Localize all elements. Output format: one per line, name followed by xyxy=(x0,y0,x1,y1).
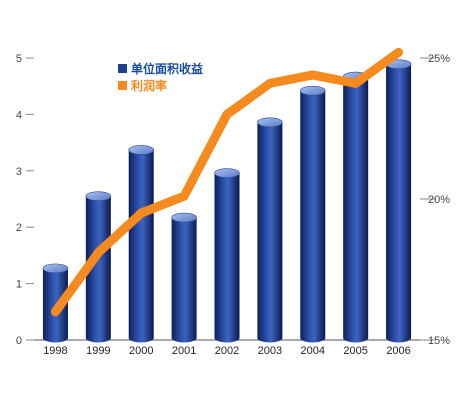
bar-top xyxy=(172,213,197,222)
bar-top xyxy=(257,118,282,127)
legend-swatch-line xyxy=(118,81,127,90)
bar xyxy=(172,213,197,342)
x-tick-label: 2003 xyxy=(258,345,282,357)
legend-label-bars: 单位面积收益 xyxy=(131,61,203,76)
left-tick-label: 1 xyxy=(16,279,22,291)
x-tick-label: 1998 xyxy=(43,345,67,357)
bars xyxy=(43,60,411,343)
x-tick-label: 2006 xyxy=(386,345,410,357)
legend-label-line: 利润率 xyxy=(131,78,167,93)
bar-top xyxy=(300,86,325,95)
left-tick-label: 2 xyxy=(16,222,22,234)
right-tick-label: 20% xyxy=(428,194,450,206)
bar-top xyxy=(43,264,68,273)
bar-top xyxy=(86,192,111,201)
bar-top xyxy=(129,145,154,154)
left-tick-label: 0 xyxy=(16,335,22,347)
x-tick-label: 1999 xyxy=(86,345,110,357)
bar xyxy=(129,145,154,342)
bar-body xyxy=(172,218,197,343)
x-tick-label: 2000 xyxy=(129,345,153,357)
bar-body xyxy=(129,150,154,343)
right-tick-label: 25% xyxy=(428,53,450,65)
bar-body xyxy=(300,91,325,343)
left-tick-label: 5 xyxy=(16,53,22,65)
bar xyxy=(257,118,282,343)
legend-swatch-bars xyxy=(118,64,127,73)
x-tick-label: 2001 xyxy=(172,345,196,357)
left-tick-label: 4 xyxy=(16,109,22,121)
bar xyxy=(215,169,240,343)
x-tick-label: 2005 xyxy=(343,345,367,357)
bar-body xyxy=(343,77,368,343)
x-tick-label: 2004 xyxy=(301,345,325,357)
bar xyxy=(386,60,411,343)
bar-body xyxy=(215,173,240,342)
bar-top xyxy=(215,169,240,178)
bar-body xyxy=(257,122,282,342)
bar xyxy=(300,86,325,342)
left-tick-label: 3 xyxy=(16,166,22,178)
right-tick-label: 15% xyxy=(428,335,450,347)
bar-body xyxy=(386,64,411,342)
x-tick-label: 2002 xyxy=(215,345,239,357)
bar xyxy=(343,72,368,342)
